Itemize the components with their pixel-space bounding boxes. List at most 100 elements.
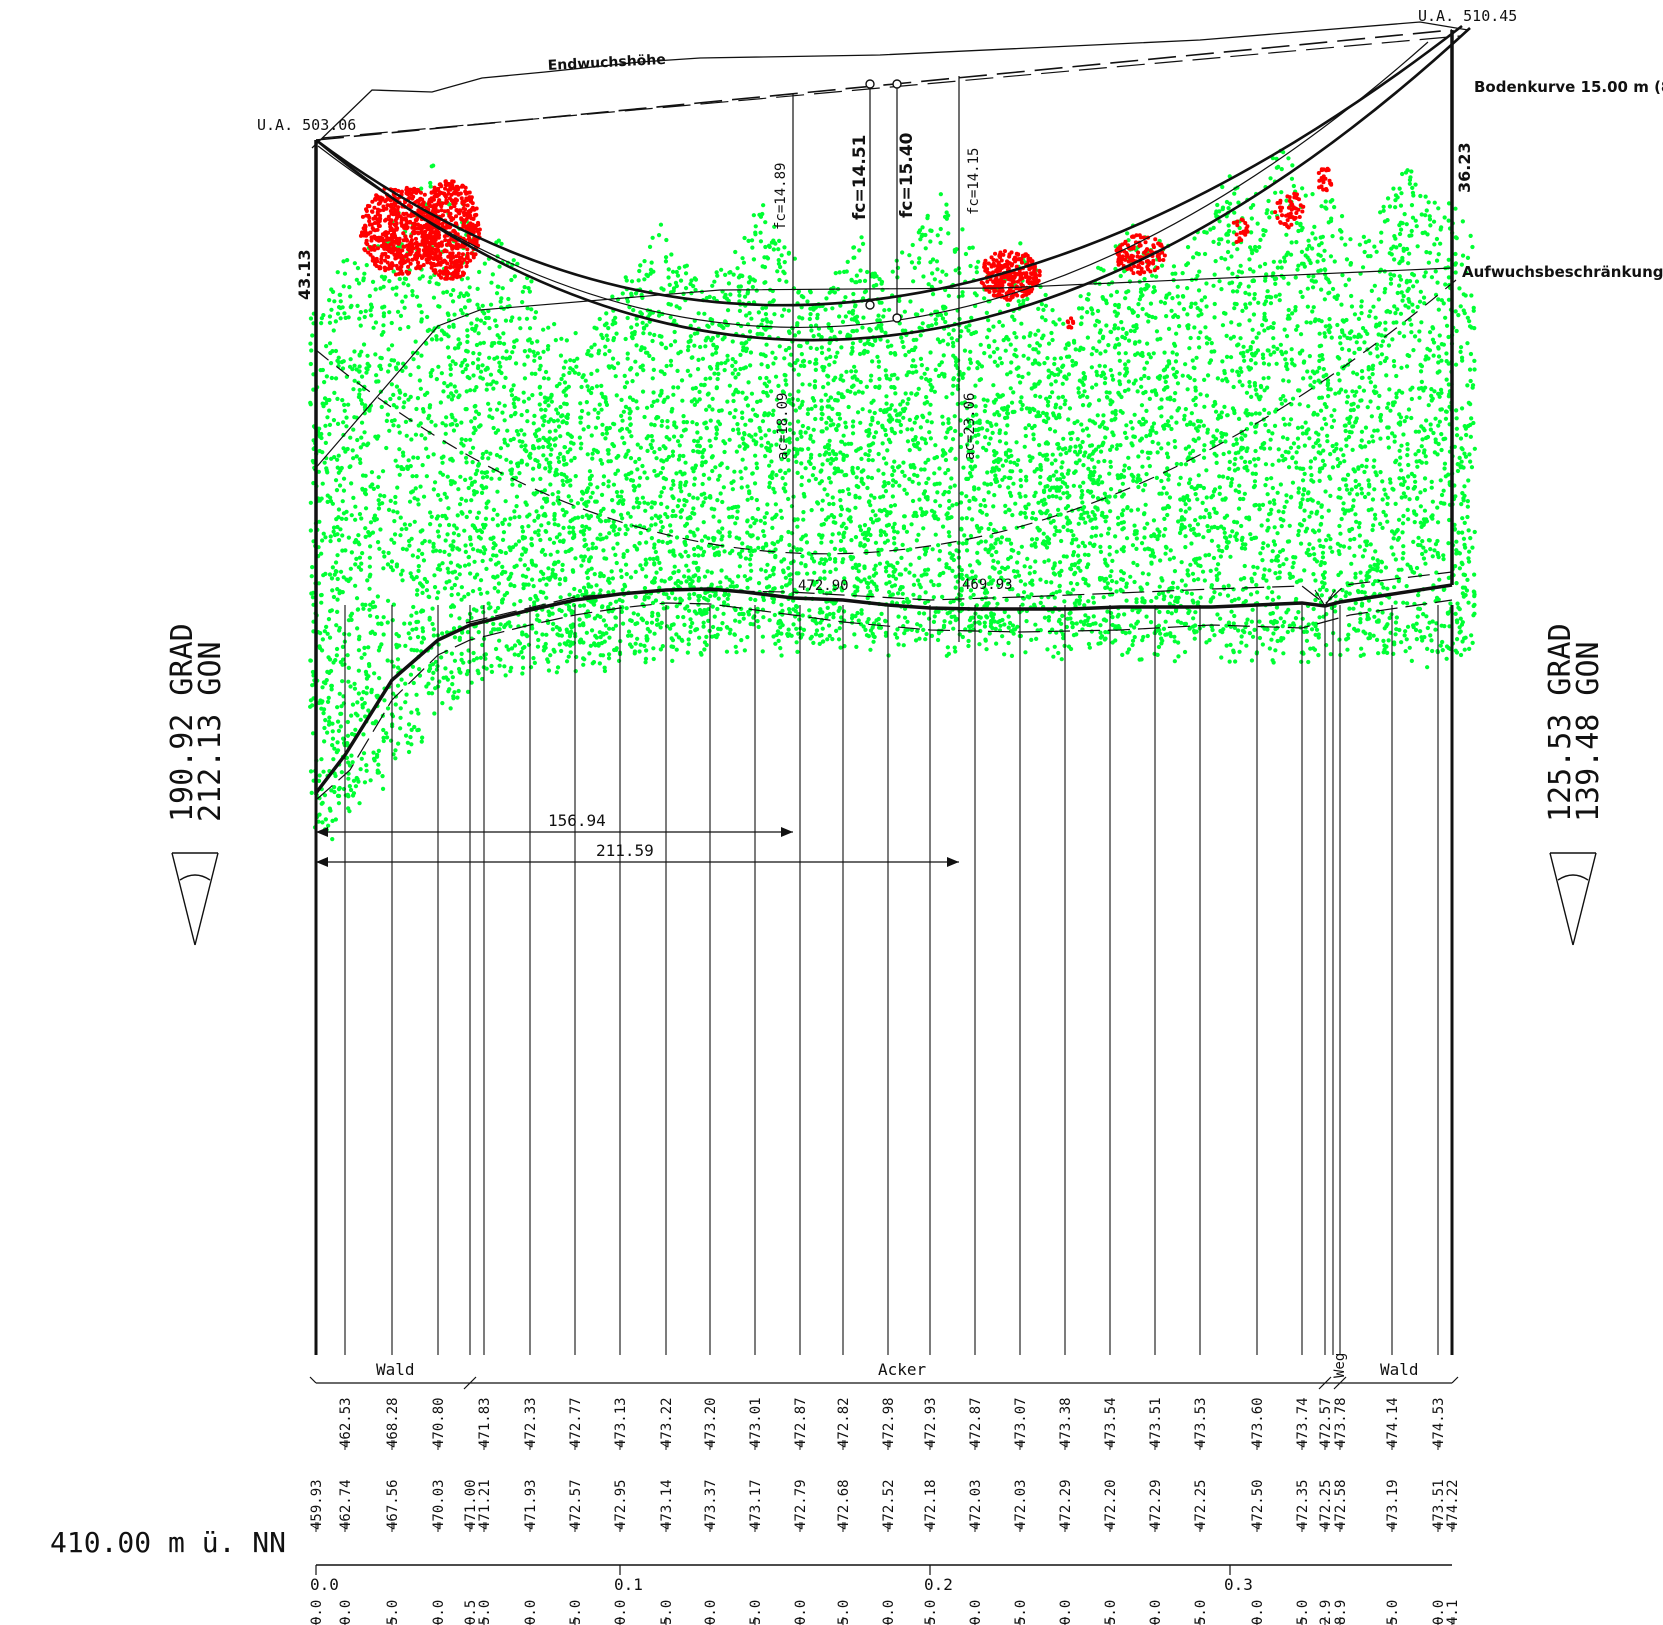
conductor-height-value: 474.14 [1385,1397,1401,1448]
land-use-acker: Acker [878,1360,927,1379]
station-value: 8.9 [1333,1600,1349,1625]
conductor-height-value: 473.60 [1250,1397,1266,1448]
span-dimension-2: 211.59 [596,841,654,860]
station-value: 0.5 [463,1600,479,1625]
station-value: 5.0 [836,1600,852,1625]
span-dimension-1: 156.94 [548,811,606,830]
conductor-curve-3 [317,41,1429,328]
angle-right-grad: 125.53 GRAD [1543,623,1578,822]
conductor-height-value: 473.20 [703,1397,719,1448]
station-value: 0.0 [1058,1600,1074,1625]
station-value: 0.0 [1431,1600,1447,1625]
clearance-measurements [792,76,960,642]
land-use-wald-2: Wald [1380,1360,1419,1379]
tower-right-height: 36.23 [1455,142,1474,193]
station-value: 5.0 [748,1600,764,1625]
conductor-height-value: 472.77 [568,1397,584,1448]
ground-elevation-1: 472.90 [798,578,849,594]
fc-label-3: fc=15.40 [897,132,917,218]
conductor-height-value: 471.83 [477,1397,493,1448]
conductor-height-value: 472.87 [968,1397,984,1448]
fc-label-2: fc=14.51 [850,135,870,221]
conductor-height-value: 474.53 [1431,1397,1447,1448]
ground-height-value: 472.57 [568,1479,584,1530]
km-label: 0.0 [310,1575,339,1594]
land-use-band [309,1376,1459,1390]
conductor-height-value: 472.93 [923,1397,939,1448]
fc-label-4: fc=14.15 [966,148,982,215]
station-value: 0.0 [793,1600,809,1625]
ground-height-value: 473.14 [659,1479,675,1530]
km-label: 0.2 [924,1575,953,1594]
growth-restriction-label: Aufwuchsbeschränkung [1462,263,1663,281]
ground-height-value: 472.29 [1058,1479,1074,1530]
station-lines [314,605,1454,1355]
station-value: 5.0 [385,1600,401,1625]
ground-height-value: 472.29 [1148,1479,1164,1530]
conductor-height-value: 470.80 [431,1397,447,1448]
ground-height-value: 471.93 [523,1479,539,1530]
ground-height-value: 472.25 [1318,1479,1334,1530]
ground-height-value: 472.58 [1333,1479,1349,1530]
conductor-curve-1 [315,24,1463,307]
conductor-height-value: 473.07 [1013,1397,1029,1448]
ground-curve-label: Bodenkurve 15.00 m (80 [1474,78,1663,96]
station-value: 5.0 [1103,1600,1119,1625]
ground-height-value: 474.22 [1445,1479,1461,1530]
chord-line-dashed-a [315,29,1453,141]
ground-elevation-2: 469.93 [962,577,1013,593]
conductor-height-row: 462.53 468.28 470.80 471.83 472.33 472.77 473.… [338,1397,1447,1450]
fc-label-1: fc=14.89 [773,163,789,230]
conductor-height-value: 472.87 [793,1397,809,1448]
station-value: 5.0 [1013,1600,1029,1625]
angle-symbol-right [1549,852,1597,946]
tower-left-ua-label: U.A. 503.06 [257,116,356,134]
station-value: 0.0 [613,1600,629,1625]
land-use-wald-1: Wald [376,1360,415,1379]
conductor-height-value: 472.33 [523,1397,539,1448]
ground-height-value: 473.51 [1431,1479,1447,1530]
station-value: 5.0 [923,1600,939,1625]
conductor-height-value: 473.53 [1193,1397,1209,1448]
km-label: 0.3 [1224,1575,1253,1594]
conductor-height-value: 473.38 [1058,1397,1074,1448]
conductor-height-value: 473.22 [659,1397,675,1448]
ground-height-value: 473.19 [1385,1479,1401,1530]
station-value: 0.0 [703,1600,719,1625]
station-value: 4.1 [1445,1600,1461,1625]
end-growth-height-line [311,21,1469,149]
ground-height-value: 472.18 [923,1479,939,1530]
ground-height-value: 472.68 [836,1479,852,1530]
ground-height-value: 472.52 [881,1479,897,1530]
angle-left-grad: 190.92 GRAD [165,623,200,822]
ground-clearance-curve-dashed [315,279,1457,555]
station-value: 5.0 [1385,1600,1401,1625]
tower-right-ua-label: U.A. 510.45 [1418,7,1517,25]
ground-height-value: 472.03 [968,1479,984,1530]
angle-right-gon: 139.48 GON [1571,641,1606,822]
ground-height-value: 472.50 [1250,1479,1266,1530]
ground-height-value: 462.74 [338,1479,354,1530]
station-value: 0.0 [309,1600,325,1625]
ground-height-value: 473.37 [703,1479,719,1530]
conductor-curve-2 [315,27,1471,342]
ground-tick-a [1314,589,1326,607]
km-label: 0.1 [614,1575,643,1594]
growth-restriction-line [313,267,1453,471]
conductor-height-value: 472.98 [881,1397,897,1448]
chord-line-dashed-b [321,35,1461,139]
angle-symbol-left [171,852,219,946]
ground-profile-line [314,583,1453,795]
dimension-lines [315,800,959,870]
station-value: 0.0 [1148,1600,1164,1625]
ground-height-value: 467.56 [385,1479,401,1530]
station-value: 0.0 [881,1600,897,1625]
station-value: 5.0 [1295,1600,1311,1625]
station-value: 5.0 [568,1600,584,1625]
station-value: 2.9 [1318,1600,1334,1625]
station-value: 5.0 [659,1600,675,1625]
conductor-height-value: 472.57 [1318,1397,1334,1448]
conductor-height-value: 473.13 [613,1397,629,1448]
conductor-height-value: 473.01 [748,1397,764,1448]
